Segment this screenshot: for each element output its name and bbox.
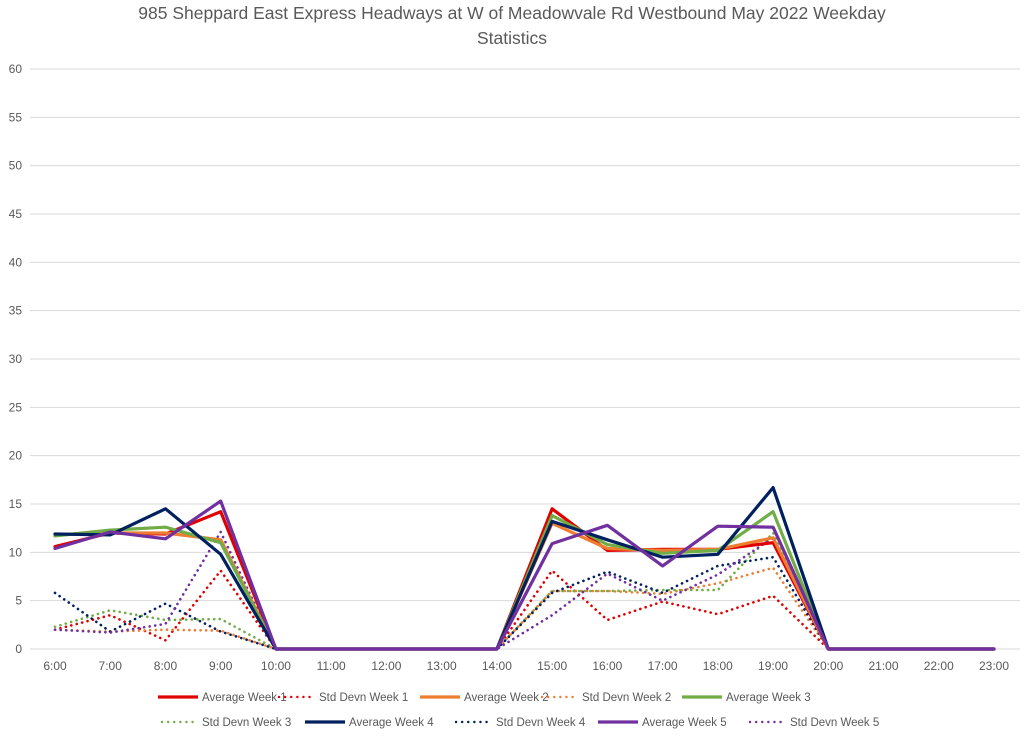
legend-label: Std Devn Week 2	[582, 692, 671, 704]
y-tick-label: 55	[9, 110, 23, 124]
legend-label: Average Week 4	[349, 717, 434, 729]
x-tick-label: 14:00	[482, 659, 512, 673]
x-tick-label: 9:00	[209, 659, 233, 673]
x-tick-label: 22:00	[924, 659, 954, 673]
legend-item: Average Week 5	[598, 717, 727, 729]
series-line-average-week-5	[53, 499, 996, 651]
legend-item: Average Week 1	[158, 692, 287, 704]
x-axis-ticks: 6:00 7:00 8:00 9:00 10:00 11:00 12:00 13:00 14:0…	[43, 659, 1009, 673]
legend-label: Average Week 3	[726, 692, 811, 704]
legend-item: Std Devn Week 2	[540, 692, 671, 704]
legend-label: Std Devn Week 1	[319, 692, 408, 704]
legend-label: Average Week 5	[642, 717, 727, 729]
legend-label: Average Week 2	[464, 692, 549, 704]
y-tick-label: 60	[9, 62, 23, 76]
x-tick-label: 15:00	[537, 659, 567, 673]
chart-title-line-1: 985 Sheppard East Express Headways at W …	[138, 3, 886, 23]
legend-item: Average Week 3	[682, 692, 811, 704]
y-tick-label: 20	[9, 449, 23, 463]
series-lines	[53, 486, 996, 651]
x-tick-label: 8:00	[154, 659, 178, 673]
y-tick-label: 5	[15, 594, 22, 608]
y-tick-label: 15	[9, 497, 23, 511]
chart-title-line-2: Statistics	[477, 28, 547, 48]
x-tick-label: 10:00	[261, 659, 291, 673]
x-tick-label: 19:00	[758, 659, 788, 673]
y-tick-label: 25	[9, 400, 23, 414]
y-tick-label: 50	[9, 159, 23, 173]
y-axis-ticks: 0 5 10 15 20 25 30 35 40 45 50 55 60	[9, 62, 23, 656]
legend-item: Std Devn Week 4	[454, 717, 586, 729]
x-tick-label: 18:00	[703, 659, 733, 673]
x-tick-label: 11:00	[317, 659, 346, 673]
x-tick-label: 20:00	[813, 659, 843, 673]
series-line-std-devn-week-3	[53, 531, 996, 651]
x-tick-label: 23:00	[979, 659, 1009, 673]
y-tick-label: 45	[9, 207, 23, 221]
x-tick-label: 7:00	[99, 659, 123, 673]
x-tick-label: 13:00	[427, 659, 457, 673]
legend: Average Week 1 Std Devn Week 1 Average Wee…	[158, 692, 879, 729]
legend-item: Average Week 2	[420, 692, 549, 704]
x-tick-label: 16:00	[592, 659, 622, 673]
y-tick-label: 0	[15, 642, 22, 656]
legend-item: Std Devn Week 5	[748, 717, 879, 729]
x-tick-label: 12:00	[371, 659, 401, 673]
legend-label: Std Devn Week 3	[202, 717, 291, 729]
y-tick-label: 40	[9, 255, 23, 269]
y-tick-label: 35	[9, 304, 23, 318]
x-tick-label: 17:00	[648, 659, 678, 673]
legend-label: Average Week 1	[202, 692, 287, 704]
gridlines	[30, 68, 1020, 650]
x-tick-label: 6:00	[43, 659, 67, 673]
y-tick-label: 30	[9, 352, 23, 366]
legend-item: Std Devn Week 3	[160, 717, 291, 729]
series-line-std-devn-week-4	[53, 555, 996, 651]
legend-label: Std Devn Week 5	[790, 717, 879, 729]
series-line-average-week-4	[53, 486, 996, 651]
y-tick-label: 10	[9, 545, 23, 559]
series-line-std-devn-week-5	[53, 530, 996, 651]
x-tick-label: 21:00	[869, 659, 899, 673]
legend-item: Average Week 4	[305, 717, 434, 729]
legend-label: Std Devn Week 4	[496, 717, 586, 729]
legend-item: Std Devn Week 1	[277, 692, 408, 704]
